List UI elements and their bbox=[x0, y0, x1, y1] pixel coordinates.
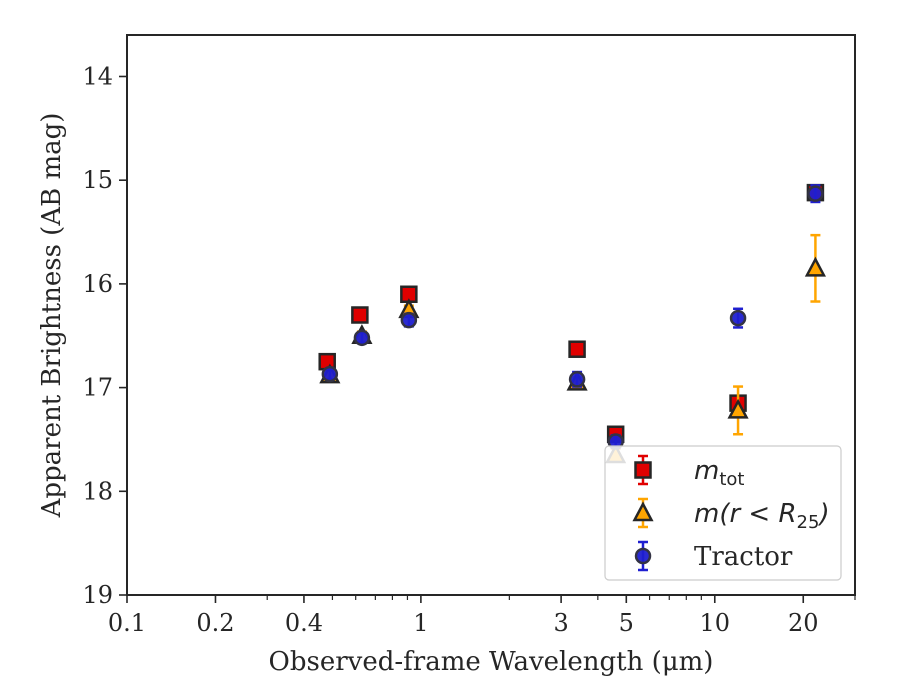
legend-label: Tractor bbox=[694, 542, 793, 572]
circle-marker bbox=[568, 371, 586, 388]
plot-marks bbox=[318, 183, 826, 464]
data-point bbox=[321, 365, 339, 383]
y-tick-label: 14 bbox=[82, 62, 113, 90]
series-square bbox=[318, 183, 825, 444]
legend-triangle-marker bbox=[632, 501, 654, 522]
x-tick-label: 1 bbox=[413, 609, 428, 637]
circle-marker bbox=[353, 329, 371, 347]
x-tick-label: 0.1 bbox=[108, 609, 146, 637]
circle-marker bbox=[321, 365, 339, 383]
legend-square-marker bbox=[634, 461, 652, 479]
x-tick-label: 0.4 bbox=[285, 609, 323, 637]
data-point bbox=[729, 307, 747, 329]
y-tick-label: 18 bbox=[82, 477, 113, 505]
x-tick-label: 10 bbox=[700, 609, 731, 637]
data-point bbox=[353, 329, 371, 347]
data-point bbox=[568, 370, 586, 388]
circle-marker bbox=[400, 311, 418, 329]
data-point bbox=[400, 311, 418, 329]
legend-circle-marker bbox=[634, 547, 652, 565]
data-point bbox=[351, 306, 369, 324]
circle-marker bbox=[807, 185, 824, 202]
legend-box bbox=[604, 445, 842, 581]
square-marker bbox=[568, 340, 586, 358]
y-axis-ticks: 14 15 16 17 18 19 bbox=[82, 62, 127, 609]
x-axis-label: Observed-frame Wavelength (μm) bbox=[269, 647, 714, 677]
y-tick-label: 19 bbox=[82, 581, 113, 609]
x-axis-ticks: 0.1 0.2 0.4 1 3 5 10 20 bbox=[108, 595, 856, 637]
x-tick-label: 5 bbox=[619, 609, 634, 637]
x-tick-label: 3 bbox=[553, 609, 568, 637]
triangle-marker bbox=[804, 256, 826, 277]
y-tick-label: 15 bbox=[82, 166, 113, 194]
legend: mtot m(r < R25) Tractor bbox=[604, 445, 842, 581]
data-point bbox=[318, 352, 336, 371]
series-circle bbox=[321, 184, 824, 450]
data-point bbox=[807, 184, 824, 204]
legend-label: mtot bbox=[694, 456, 744, 490]
legend-entry: m(r < R25) bbox=[632, 497, 830, 533]
legend-entry: Tractor bbox=[634, 540, 793, 572]
y-tick-label: 17 bbox=[82, 374, 113, 402]
legend-label: m(r < R25) bbox=[694, 499, 830, 533]
square-marker bbox=[351, 306, 369, 324]
data-point bbox=[727, 385, 749, 436]
x-tick-label: 0.2 bbox=[196, 609, 234, 637]
triangle-marker bbox=[727, 398, 749, 419]
x-tick-label: 20 bbox=[788, 609, 819, 637]
y-tick-label: 16 bbox=[82, 270, 113, 298]
data-point bbox=[804, 233, 826, 303]
plot-frame bbox=[126, 34, 856, 596]
legend-entry: mtot bbox=[634, 454, 744, 490]
circle-marker bbox=[729, 309, 747, 327]
y-axis-label: Apparent Brightness (AB mag) bbox=[37, 113, 67, 519]
data-point bbox=[568, 340, 586, 358]
